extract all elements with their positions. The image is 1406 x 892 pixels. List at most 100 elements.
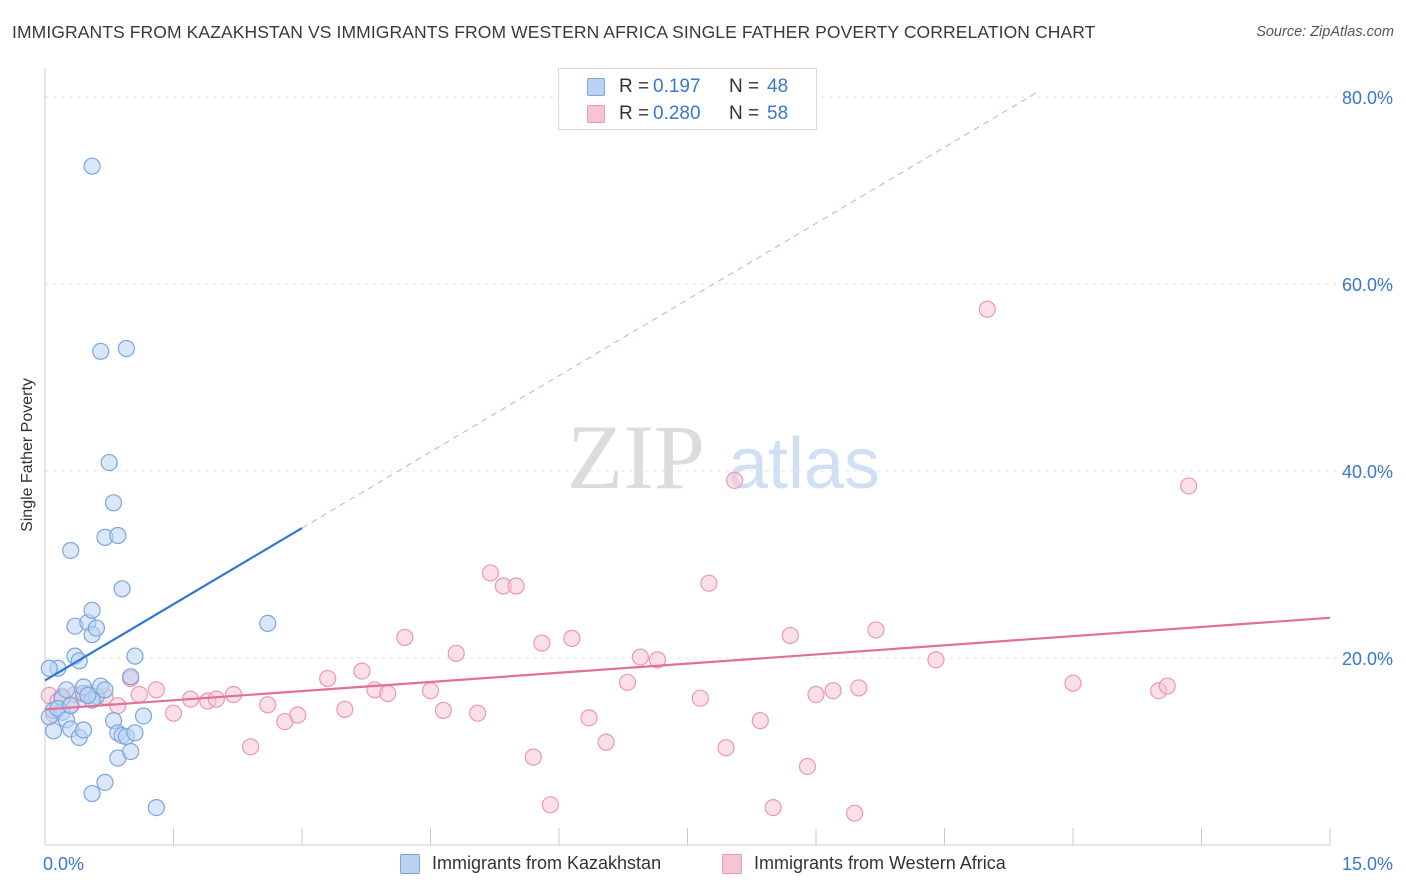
point-western-africa: [207, 690, 225, 708]
point-kazakhstan: [96, 773, 114, 791]
point-western-africa: [691, 689, 709, 707]
point-western-africa: [764, 798, 782, 817]
point-kazakhstan: [62, 697, 80, 715]
point-western-africa: [259, 696, 277, 714]
point-western-africa: [807, 685, 825, 704]
points-kazakhstan: [40, 157, 277, 817]
point-western-africa: [978, 300, 996, 318]
legend-swatch-pink: [587, 105, 605, 123]
point-western-africa: [781, 626, 799, 645]
legend-swatch-pink: [722, 854, 742, 874]
point-western-africa: [845, 804, 864, 822]
point-kazakhstan: [79, 686, 97, 705]
watermark: ZIP atlas: [567, 406, 880, 508]
point-kazakhstan: [62, 541, 80, 560]
point-western-africa: [164, 704, 183, 722]
legend-r-value: 0.197: [653, 76, 701, 97]
point-western-africa: [824, 682, 842, 700]
point-western-africa: [618, 673, 637, 691]
source-label: Source: ZipAtlas.com: [1256, 24, 1394, 40]
point-kazakhstan: [122, 668, 140, 686]
point-western-africa: [867, 621, 885, 639]
point-western-africa: [563, 629, 581, 647]
point-western-africa: [850, 679, 868, 697]
point-western-africa: [242, 738, 260, 756]
point-western-africa: [289, 706, 307, 724]
tick-labels: 20.0% 40.0% 60.0% 80.0% 0.0% 15.0%: [43, 88, 1393, 874]
point-western-africa: [717, 739, 735, 757]
point-kazakhstan: [100, 453, 118, 472]
legend-r-label: R =: [619, 76, 650, 97]
point-kazakhstan: [74, 721, 93, 739]
point-western-africa: [927, 651, 945, 669]
legend-item-western-africa[interactable]: Immigrants from Western Africa: [722, 852, 1052, 878]
point-kazakhstan: [147, 798, 165, 817]
chart-title: IMMIGRANTS FROM KAZAKHSTAN VS IMMIGRANTS…: [12, 22, 1096, 42]
trend-line-kazakhstan: [44, 527, 303, 682]
x-tick-label-max: 15.0%: [1342, 854, 1393, 874]
legend-row-kazakhstan: R = 0.197 N = 48: [559, 74, 816, 100]
point-kazakhstan: [117, 339, 135, 358]
point-western-africa: [798, 757, 817, 776]
watermark-zip: ZIP: [567, 406, 705, 508]
point-western-africa: [469, 704, 487, 722]
point-western-africa: [434, 701, 452, 719]
legend-label: Immigrants from Western Africa: [754, 853, 1006, 873]
point-western-africa: [379, 684, 397, 703]
point-kazakhstan: [109, 526, 127, 545]
point-kazakhstan: [92, 342, 110, 360]
point-kazakhstan: [134, 707, 153, 725]
legend-n-value: 48: [767, 76, 789, 97]
point-kazakhstan: [126, 647, 144, 665]
point-western-africa: [700, 574, 718, 592]
point-western-africa: [421, 682, 440, 700]
point-western-africa: [147, 681, 165, 699]
point-western-africa: [396, 628, 414, 647]
point-western-africa: [319, 669, 337, 688]
point-kazakhstan: [83, 157, 101, 175]
legend-row-western-africa: R = 0.280 N = 58: [559, 101, 816, 127]
point-kazakhstan: [87, 619, 106, 637]
y-tick-label: 40.0%: [1342, 462, 1393, 482]
y-axis-label: Single Father Poverty: [19, 378, 36, 532]
point-western-africa: [541, 796, 560, 814]
legend-r-value: 0.280: [653, 103, 701, 124]
y-tick-label: 60.0%: [1342, 275, 1393, 295]
legend-item-kazakhstan[interactable]: Immigrants from Kazakhstan: [400, 852, 700, 878]
point-western-africa: [481, 564, 500, 582]
point-kazakhstan: [104, 494, 123, 512]
point-western-africa: [353, 662, 371, 680]
point-kazakhstan: [126, 724, 144, 742]
point-western-africa: [507, 577, 525, 595]
legend-swatch-blue: [587, 78, 605, 96]
point-western-africa: [1158, 677, 1176, 695]
legend-n-label: N =: [729, 76, 760, 97]
point-western-africa: [224, 685, 243, 704]
point-western-africa: [597, 733, 615, 751]
point-western-africa: [447, 644, 465, 662]
point-kazakhstan: [113, 580, 131, 598]
y-tick-label: 80.0%: [1342, 88, 1393, 108]
point-western-africa: [580, 709, 598, 727]
y-tick-label: 20.0%: [1342, 649, 1393, 669]
trend-lines: [44, 90, 1331, 711]
correlation-legend: R = 0.197 N = 48 R = 0.280 N = 58: [558, 68, 817, 130]
legend-n-label: N =: [729, 103, 760, 124]
point-western-africa: [524, 748, 542, 766]
legend-r-label: R =: [619, 103, 650, 124]
point-western-africa: [130, 685, 148, 704]
point-kazakhstan: [83, 601, 101, 619]
point-kazakhstan: [83, 784, 101, 803]
point-western-africa: [631, 648, 649, 666]
point-kazakhstan: [96, 681, 114, 699]
point-western-africa: [726, 471, 744, 489]
point-western-africa: [336, 700, 354, 719]
point-kazakhstan: [44, 722, 63, 740]
point-kazakhstan: [40, 659, 58, 677]
legend-n-value: 58: [767, 103, 789, 124]
grid-lines: [45, 96, 1392, 659]
point-western-africa: [533, 634, 551, 652]
point-western-africa: [1064, 674, 1082, 692]
legend-swatch-blue: [400, 854, 420, 874]
